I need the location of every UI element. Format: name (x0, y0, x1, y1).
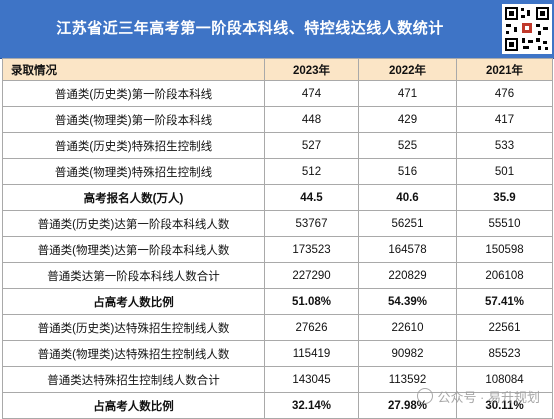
row-label: 普通类(物理类)达第一阶段本科线人数 (2, 236, 265, 263)
cell-2022: 56251 (358, 210, 457, 237)
page-title: 江苏省近三年高考第一阶段本科线、特控线达线人数统计 (56, 20, 444, 37)
row-label: 高考报名人数(万人) (2, 184, 265, 211)
qr-code-icon (502, 4, 552, 54)
cell-2021: 108084 (456, 366, 553, 393)
cell-2023: 173523 (264, 236, 359, 263)
header-label: 录取情况 (2, 58, 265, 81)
cell-2021: 55510 (456, 210, 553, 237)
cell-2022: 429 (358, 106, 457, 133)
cell-2022: 113592 (358, 366, 457, 393)
cell-2021: 22561 (456, 314, 553, 341)
row-label: 普通类(历史类)第一阶段本科线 (2, 80, 265, 107)
row-label: 占高考人数比例 (2, 288, 265, 315)
cell-2023: 115419 (264, 340, 359, 367)
cell-2022: 525 (358, 132, 457, 159)
row-label: 普通类(历史类)特殊招生控制线 (2, 132, 265, 159)
cell-2021: 476 (456, 80, 553, 107)
cell-2023: 27626 (264, 314, 359, 341)
row-label: 占高考人数比例 (2, 392, 265, 419)
table-row: 高考报名人数(万人) 44.5 40.6 35.9 (2, 184, 553, 211)
table-row: 普通类(物理类)达特殊招生控制线人数 115419 90982 85523 (2, 340, 553, 367)
table-header-row: 录取情况 2023年 2022年 2021年 (2, 58, 553, 81)
cell-2022: 220829 (358, 262, 457, 289)
cell-2021: 417 (456, 106, 553, 133)
table-row: 普通类(历史类)特殊招生控制线 527 525 533 (2, 132, 553, 159)
cell-2022: 516 (358, 158, 457, 185)
table-row: 普通类达第一阶段本科线人数合计 227290 220829 206108 (2, 262, 553, 289)
table-row: 普通类(历史类)达特殊招生控制线人数 27626 22610 22561 (2, 314, 553, 341)
cell-2023: 51.08% (264, 288, 359, 315)
cell-2022: 22610 (358, 314, 457, 341)
cell-2021: 206108 (456, 262, 553, 289)
row-label: 普通类达特殊招生控制线人数合计 (2, 366, 265, 393)
row-label: 普通类达第一阶段本科线人数合计 (2, 262, 265, 289)
table-row: 普通类(物理类)达第一阶段本科线人数 173523 164578 150598 (2, 236, 553, 263)
cell-2023: 53767 (264, 210, 359, 237)
cell-2023: 474 (264, 80, 359, 107)
cell-2022: 40.6 (358, 184, 457, 211)
table-row: 普通类(历史类)达第一阶段本科线人数 53767 56251 55510 (2, 210, 553, 237)
table-row: 占高考人数比例 51.08% 54.39% 57.41% (2, 288, 553, 315)
row-label: 普通类(历史类)达特殊招生控制线人数 (2, 314, 265, 341)
cell-2022: 90982 (358, 340, 457, 367)
cell-2023: 227290 (264, 262, 359, 289)
cell-2022: 471 (358, 80, 457, 107)
cell-2022: 54.39% (358, 288, 457, 315)
cell-2023: 143045 (264, 366, 359, 393)
table-row: 普通类(物理类)特殊招生控制线 512 516 501 (2, 158, 553, 185)
title-banner: 江苏省近三年高考第一阶段本科线、特控线达线人数统计 (0, 0, 554, 59)
cell-2023: 512 (264, 158, 359, 185)
table-row: 普通类(历史类)第一阶段本科线 474 471 476 (2, 80, 553, 107)
cell-2023: 448 (264, 106, 359, 133)
cell-2023: 32.14% (264, 392, 359, 419)
row-label: 普通类(历史类)达第一阶段本科线人数 (2, 210, 265, 237)
stats-table: 录取情况 2023年 2022年 2021年 普通类(历史类)第一阶段本科线 47… (2, 58, 553, 419)
cell-2021: 150598 (456, 236, 553, 263)
table-row: 普通类达特殊招生控制线人数合计 143045 113592 108084 (2, 366, 553, 393)
cell-2021: 501 (456, 158, 553, 185)
watermark: 公众号 · 易升规划 (417, 387, 540, 406)
row-label: 普通类(物理类)达特殊招生控制线人数 (2, 340, 265, 367)
wechat-icon (417, 388, 434, 404)
row-label: 普通类(物理类)第一阶段本科线 (2, 106, 265, 133)
cell-2021: 533 (456, 132, 553, 159)
row-label: 普通类(物理类)特殊招生控制线 (2, 158, 265, 185)
cell-2023: 44.5 (264, 184, 359, 211)
header-year-2023: 2023年 (264, 58, 359, 81)
watermark-text: 公众号 · 易升规划 (437, 390, 540, 405)
cell-2021: 57.41% (456, 288, 553, 315)
header-year-2022: 2022年 (358, 58, 457, 81)
cell-2023: 527 (264, 132, 359, 159)
cell-2021: 85523 (456, 340, 553, 367)
cell-2021: 35.9 (456, 184, 553, 211)
header-year-2021: 2021年 (456, 58, 553, 81)
table-row: 普通类(物理类)第一阶段本科线 448 429 417 (2, 106, 553, 133)
cell-2022: 164578 (358, 236, 457, 263)
